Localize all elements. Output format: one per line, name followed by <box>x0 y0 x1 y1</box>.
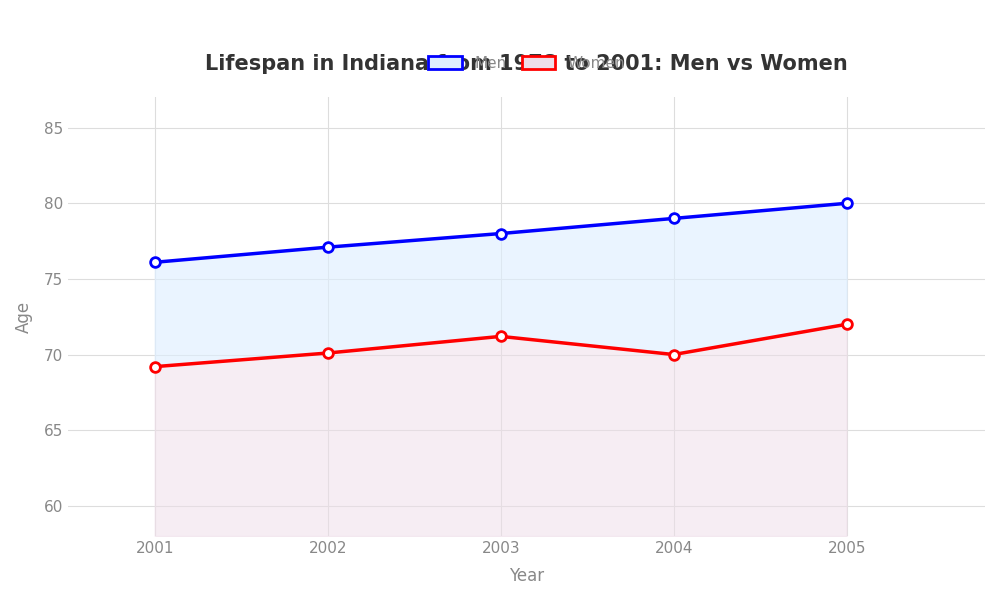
Title: Lifespan in Indiana from 1978 to 2001: Men vs Women: Lifespan in Indiana from 1978 to 2001: M… <box>205 53 848 74</box>
Legend: Men, Women: Men, Women <box>421 48 633 79</box>
X-axis label: Year: Year <box>509 567 544 585</box>
Y-axis label: Age: Age <box>15 301 33 333</box>
